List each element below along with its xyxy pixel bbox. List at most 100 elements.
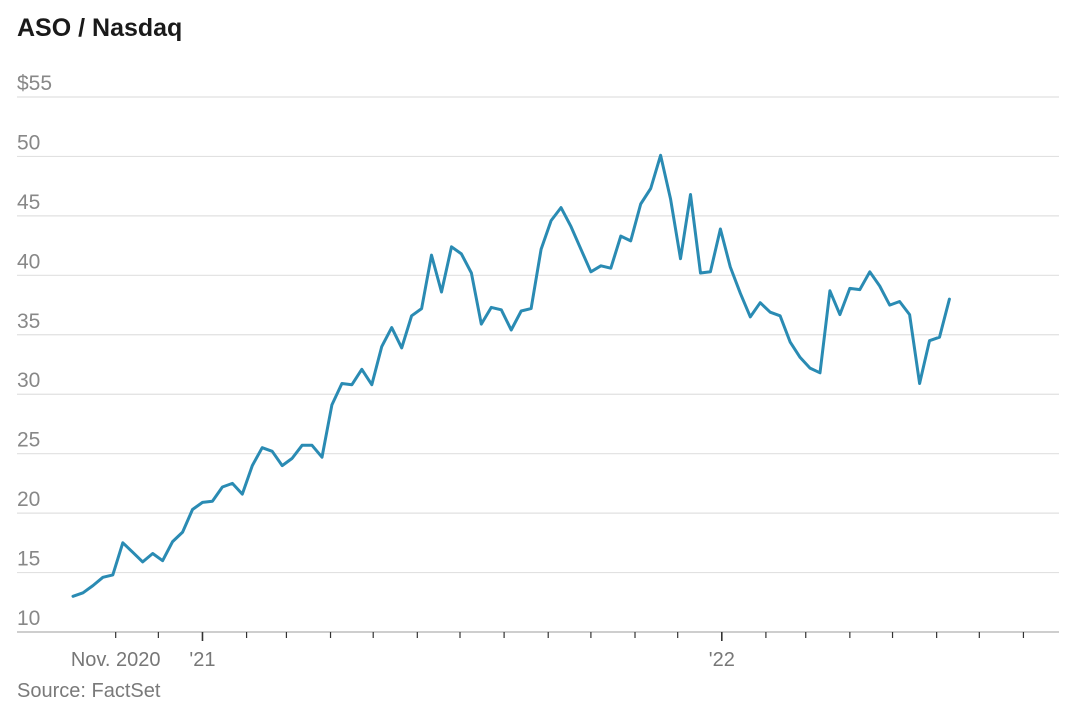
data-point <box>260 445 265 450</box>
x-tick-label: '22 <box>709 649 735 671</box>
y-tick-label: 30 <box>17 369 40 392</box>
data-point <box>160 558 165 563</box>
data-point <box>549 218 554 223</box>
data-point <box>210 499 215 504</box>
data-point <box>578 247 583 252</box>
data-point <box>449 244 454 249</box>
data-point <box>768 310 773 315</box>
data-point <box>519 309 524 314</box>
data-point <box>798 355 803 360</box>
data-point <box>170 539 175 544</box>
data-point <box>947 297 952 302</box>
data-point <box>499 307 504 312</box>
data-point <box>319 455 324 460</box>
data-point <box>638 202 643 207</box>
y-tick-label: 10 <box>17 607 40 630</box>
data-point <box>847 286 852 291</box>
data-point <box>817 370 822 375</box>
y-tick-label: $55 <box>17 72 52 95</box>
data-point <box>628 238 633 243</box>
data-point <box>190 507 195 512</box>
data-point <box>618 234 623 239</box>
data-point <box>877 284 882 289</box>
data-point <box>718 226 723 231</box>
x-tick-label: '21 <box>189 649 215 671</box>
data-point <box>389 325 394 330</box>
data-point <box>748 314 753 319</box>
data-point <box>529 306 534 311</box>
data-point <box>429 253 434 258</box>
x-axis: Nov. 2020 '21 '22 <box>17 631 1059 671</box>
data-point <box>339 381 344 386</box>
data-point <box>788 339 793 344</box>
data-point <box>250 463 255 468</box>
data-point <box>349 382 354 387</box>
data-point <box>937 335 942 340</box>
data-point <box>290 456 295 461</box>
y-tick-label: 35 <box>17 310 40 333</box>
data-point <box>71 594 76 599</box>
y-tick-label: 25 <box>17 429 40 452</box>
data-point <box>758 300 763 305</box>
data-point <box>200 500 205 505</box>
chart-source: Source: FactSet <box>17 680 161 702</box>
data-point <box>419 306 424 311</box>
data-point <box>728 265 733 270</box>
data-point <box>130 550 135 555</box>
data-point <box>439 289 444 294</box>
data-point <box>678 256 683 261</box>
data-point <box>658 153 663 158</box>
data-point <box>459 251 464 256</box>
data-point <box>140 559 145 564</box>
y-tick-label: 15 <box>17 548 40 571</box>
data-point <box>359 367 364 372</box>
y-axis-ticks: $55 50 45 40 35 30 25 20 15 10 <box>17 72 52 630</box>
data-point <box>698 270 703 275</box>
data-point <box>837 312 842 317</box>
data-point <box>598 263 603 268</box>
data-point <box>648 186 653 191</box>
data-point <box>897 299 902 304</box>
data-point <box>489 305 494 310</box>
data-point <box>907 312 912 317</box>
data-point <box>827 288 832 293</box>
data-point <box>120 540 125 545</box>
data-point <box>479 322 484 327</box>
y-tick-label: 50 <box>17 131 40 154</box>
series-layer <box>71 153 952 599</box>
data-point <box>588 269 593 274</box>
chart-title: ASO / Nasdaq <box>17 14 183 42</box>
data-point <box>369 382 374 387</box>
data-point <box>270 449 275 454</box>
data-point <box>110 572 115 577</box>
data-point <box>90 583 95 588</box>
data-point <box>857 287 862 292</box>
data-point <box>300 443 305 448</box>
y-tick-label: 40 <box>17 250 40 273</box>
data-point <box>80 590 85 595</box>
data-point <box>668 197 673 202</box>
data-point <box>220 484 225 489</box>
data-point <box>399 345 404 350</box>
y-tick-label: 45 <box>17 191 40 214</box>
data-point <box>469 270 474 275</box>
data-point <box>509 328 514 333</box>
data-point <box>280 463 285 468</box>
data-point <box>708 269 713 274</box>
data-point <box>887 303 892 308</box>
data-point <box>568 224 573 229</box>
data-point <box>539 247 544 252</box>
data-point <box>808 366 813 371</box>
data-point <box>867 269 872 274</box>
data-point <box>608 266 613 271</box>
data-point <box>329 402 334 407</box>
gridlines <box>17 96 1059 574</box>
data-point <box>100 575 105 580</box>
y-tick-label: 20 <box>17 488 40 511</box>
data-point <box>927 338 932 343</box>
data-point <box>230 481 235 486</box>
data-point <box>917 381 922 386</box>
data-point <box>559 205 564 210</box>
data-point <box>240 492 245 497</box>
